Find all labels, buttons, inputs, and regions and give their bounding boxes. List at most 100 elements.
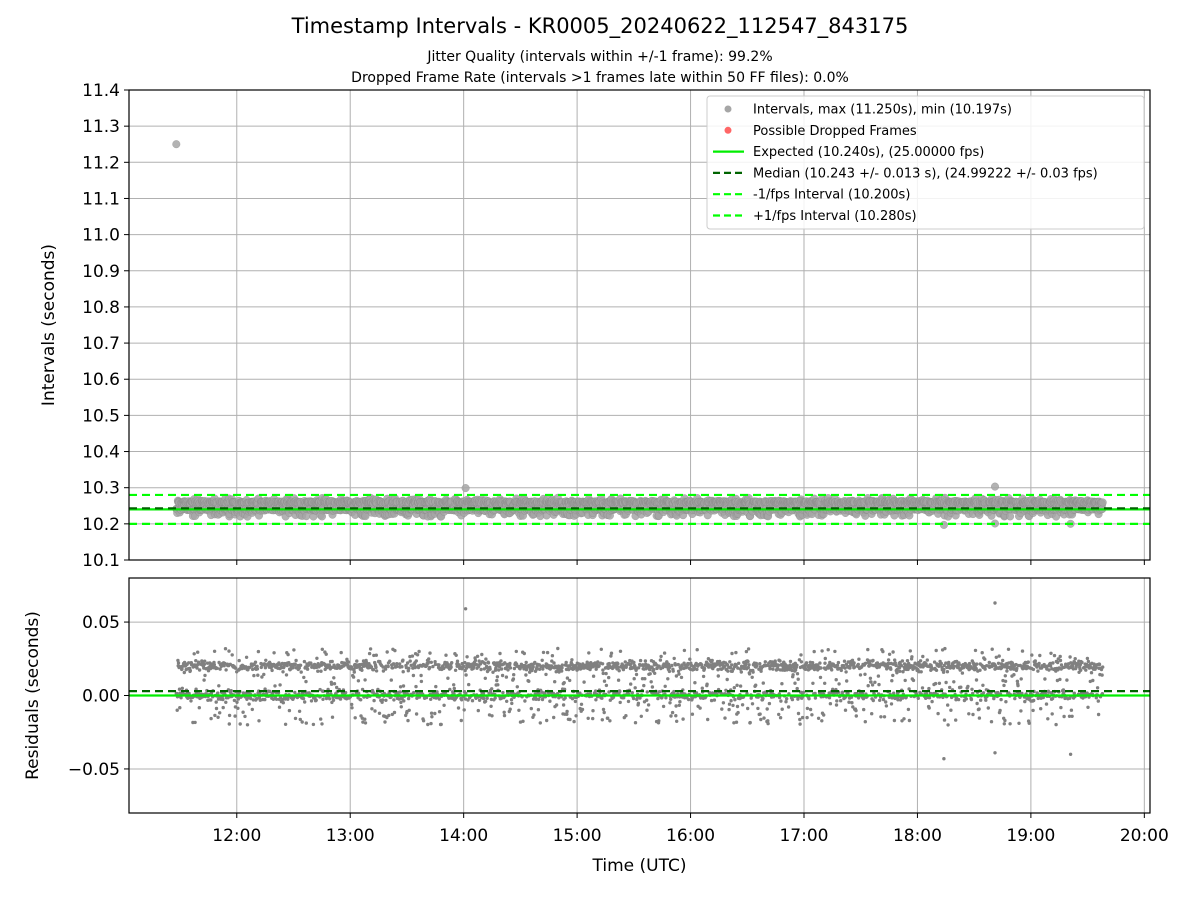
residual-point — [315, 656, 319, 660]
residual-point — [339, 650, 343, 655]
top-ytick-label: 10.7 — [82, 334, 120, 354]
residual-point — [512, 666, 517, 671]
top-ytick-label: 10.6 — [82, 370, 120, 390]
residual-point — [747, 672, 752, 676]
residual-point — [609, 651, 614, 655]
residual-point — [538, 721, 542, 725]
legend-label: Possible Dropped Frames — [753, 124, 917, 139]
residual-point — [657, 719, 661, 723]
residual-point — [355, 659, 359, 663]
residual-point — [738, 684, 743, 688]
residual-point — [656, 696, 660, 701]
residual-point — [556, 646, 560, 651]
legend-label: -1/fps Interval (10.200s) — [753, 188, 910, 203]
residual-point — [735, 683, 739, 687]
residual-point — [383, 720, 387, 724]
residual-point — [209, 698, 213, 702]
residual-point — [281, 670, 285, 674]
residual-point — [706, 717, 710, 722]
residual-point — [450, 661, 454, 665]
residual-point — [400, 665, 404, 669]
residual-point — [788, 659, 793, 664]
residual-point — [429, 660, 433, 664]
residual-point — [524, 660, 528, 665]
residual-point — [695, 667, 699, 672]
residual-point — [234, 666, 238, 670]
residual-point — [642, 683, 646, 688]
residual-point — [332, 676, 336, 680]
residual-point — [608, 719, 612, 723]
residual-point — [747, 663, 751, 667]
residual-point — [257, 719, 261, 723]
residual-point — [672, 656, 676, 661]
legend-dot-marker — [724, 126, 732, 134]
residual-point — [209, 716, 213, 721]
residual-point — [264, 658, 268, 662]
residual-point — [475, 654, 480, 658]
residual-point — [421, 719, 426, 723]
residual-point — [477, 698, 482, 702]
residual-point — [505, 699, 509, 703]
residual-point — [298, 663, 303, 667]
residual-point — [221, 697, 225, 702]
residual-point — [678, 700, 682, 704]
residual-point — [417, 649, 421, 654]
residual-point — [356, 679, 361, 683]
residual-point — [524, 673, 528, 677]
residual-point — [467, 682, 471, 687]
residual-point — [485, 696, 489, 700]
bottom-xtick-label: 19:00 — [1006, 826, 1055, 846]
residual-point — [514, 649, 518, 654]
residual-point — [470, 699, 475, 703]
residual-point — [510, 701, 514, 706]
residual-point — [499, 659, 503, 663]
residual-point — [512, 673, 516, 677]
residual-point — [682, 648, 687, 653]
residual-point — [247, 702, 251, 706]
residual-point — [661, 704, 666, 709]
residual-point — [730, 651, 734, 656]
residual-point — [192, 652, 196, 656]
residual-point — [618, 700, 622, 705]
residual-point — [649, 680, 653, 684]
residual-point — [244, 655, 249, 659]
residual-point — [292, 648, 296, 652]
residual-point — [407, 708, 411, 712]
residual-point — [701, 674, 706, 679]
residual-point — [387, 713, 391, 718]
interval-point — [172, 140, 181, 149]
residual-point — [602, 710, 606, 715]
residual-point — [270, 668, 274, 673]
residual-point — [508, 666, 513, 670]
residual-point — [426, 660, 431, 664]
residual-point — [212, 663, 216, 667]
residual-point — [476, 708, 480, 713]
residual-point — [726, 669, 730, 673]
residual-point — [639, 714, 643, 718]
residual-point — [392, 710, 397, 715]
residual-point — [650, 685, 655, 689]
residual-point — [739, 670, 743, 674]
residual-point — [761, 696, 765, 701]
residual-point — [415, 653, 420, 657]
residual-point — [716, 674, 720, 678]
residual-point — [332, 682, 337, 686]
residual-point — [324, 652, 328, 656]
residual-point — [374, 665, 378, 670]
residual-point — [727, 702, 732, 706]
residual-point — [565, 709, 569, 714]
residual-point — [388, 659, 392, 663]
top-ytick-label: 10.5 — [82, 406, 120, 426]
residual-point — [464, 673, 468, 677]
residual-point — [297, 709, 302, 713]
residual-point — [224, 668, 228, 672]
residual-point — [754, 683, 758, 687]
residual-point — [638, 658, 643, 663]
dropped-frame-subtitle: Dropped Frame Rate (intervals >1 frames … — [351, 70, 849, 86]
residual-point — [541, 650, 546, 655]
residual-point — [664, 696, 668, 700]
residual-point — [419, 673, 423, 678]
residual-point — [320, 722, 324, 726]
residual-point — [439, 722, 443, 727]
top-ytick-label: 10.1 — [82, 551, 120, 571]
